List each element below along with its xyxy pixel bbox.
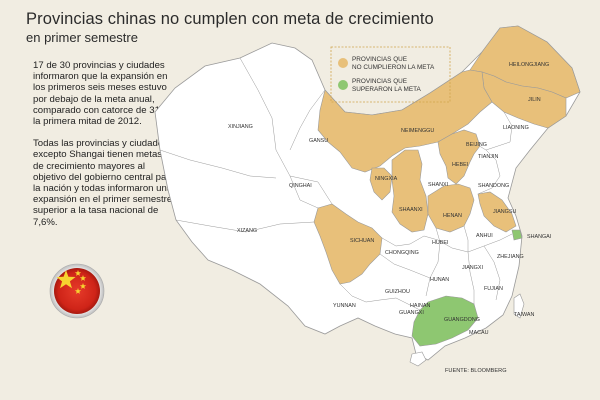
label-shanxi: SHANXI: [428, 182, 448, 188]
region-shaanxi: [391, 149, 429, 233]
label-jiangxi: JIANGXI: [462, 265, 483, 271]
province-labels: HEILONGJIANG JILIN LIAONING NEIMENGGU BE…: [228, 62, 551, 336]
label-zhejiang: ZHEJIANG: [497, 254, 524, 260]
label-gansu: GANSU: [309, 138, 328, 144]
label-guangdong: GUANGDONG: [444, 317, 480, 323]
source-note: FUENTE: BLOOMBERG: [445, 368, 507, 374]
label-chongqing: CHONGQING: [385, 250, 419, 256]
label-beijing: BEIJING: [466, 142, 487, 148]
label-macau: MACAU: [469, 330, 489, 336]
china-flag-icon: [49, 263, 105, 319]
page-title: Provincias chinas no cumplen con meta de…: [26, 10, 434, 28]
label-guizhou: GUIZHOU: [385, 289, 410, 295]
intro-text: 17 de 30 provincias y ciudades informaro…: [33, 60, 175, 239]
label-jilin: JILIN: [528, 97, 541, 103]
label-hainan: HAINAN: [410, 303, 430, 309]
legend-missed-line1: PROVINCIAS QUE: [352, 56, 407, 63]
page-subtitle: en primer semestre: [26, 30, 138, 45]
region-jiangsu: [477, 191, 517, 233]
legend-exceeded-line2: SUPERARON LA META: [352, 86, 422, 93]
region-shangai: [511, 229, 523, 241]
label-fujian: FUJIAN: [484, 286, 503, 292]
legend: PROVINCIAS QUE NO CUMPLIERON LA META PRO…: [330, 46, 451, 103]
label-yunnan: YUNNAN: [333, 303, 356, 309]
region-jilin: [481, 71, 567, 129]
label-shaanxi: SHAANXI: [399, 207, 423, 213]
province-borders: [159, 57, 513, 311]
label-liaoning: LIAONING: [503, 125, 529, 131]
label-qinghai: QINGHAI: [289, 183, 312, 189]
region-hainan: [409, 351, 427, 367]
legend-box: [330, 46, 451, 103]
intro-paragraph-1: 17 de 30 provincias y ciudades informaro…: [33, 60, 174, 128]
label-hubei: HUBEI: [432, 240, 448, 246]
label-sichuan: SICHUAN: [350, 238, 374, 244]
region-guangdong: [411, 295, 479, 347]
label-guangxi: GUANGXI: [399, 310, 424, 316]
region-ningxia: [369, 167, 393, 201]
label-jiangsu: JIANGSU: [493, 209, 516, 215]
label-anhui: ANHUI: [476, 233, 493, 239]
region-sichuan: [313, 203, 383, 285]
legend-exceeded-line1: PROVINCIAS QUE: [352, 78, 407, 85]
label-xizang: XIZANG: [237, 228, 257, 234]
label-shangai: SHANGAI: [527, 234, 551, 240]
label-heilongjiang: HEILONGJIANG: [509, 62, 549, 68]
label-xinjiang: XINJIANG: [228, 124, 253, 130]
region-hebei: [437, 129, 481, 185]
label-taiwan: TAIWAN: [514, 312, 534, 318]
label-hebei: HEBEI: [452, 162, 468, 168]
label-tianjin: TIANJIN: [478, 154, 498, 160]
label-hunan: HUNAN: [430, 277, 449, 283]
legend-swatch-exceeded: [338, 80, 348, 90]
legend-swatch-missed: [338, 58, 348, 68]
region-taiwan: [513, 293, 525, 319]
label-neimenggu: NEIMENGGU: [401, 128, 434, 134]
intro-paragraph-2: Todas las provincias y ciudades excepto …: [33, 138, 175, 228]
legend-missed-line2: NO CUMPLIERON LA META: [352, 64, 435, 71]
label-shandong: SHANDONG: [478, 183, 509, 189]
label-ningxia: NINGXIA: [375, 176, 398, 182]
label-henan: HENAN: [443, 213, 462, 219]
region-henan: [427, 183, 475, 233]
